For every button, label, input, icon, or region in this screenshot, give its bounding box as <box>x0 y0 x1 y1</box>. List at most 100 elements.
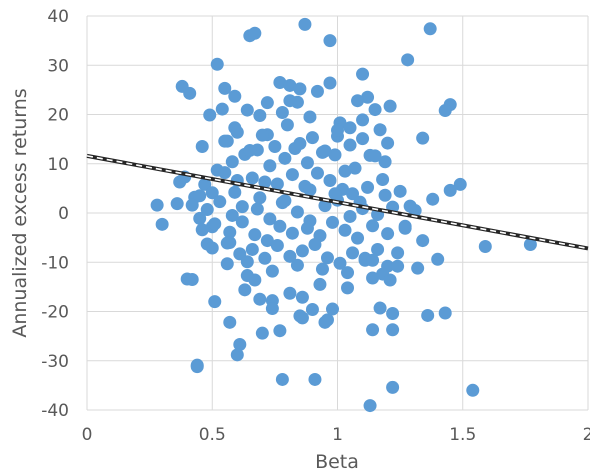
data-point <box>378 155 392 169</box>
data-point <box>341 266 355 280</box>
data-point <box>150 198 164 212</box>
data-point <box>453 177 467 191</box>
data-point <box>245 242 259 256</box>
data-point <box>263 159 277 173</box>
data-point <box>323 173 337 187</box>
data-point <box>298 17 312 31</box>
y-tick-label: 0 <box>58 204 69 224</box>
data-point <box>265 302 279 316</box>
data-point <box>381 227 395 241</box>
data-point <box>300 156 314 170</box>
data-point <box>381 136 395 150</box>
data-point <box>411 261 425 275</box>
data-point <box>308 372 322 386</box>
data-point <box>233 337 247 351</box>
data-point <box>315 262 329 276</box>
data-point <box>203 108 217 122</box>
y-tick-label: 40 <box>47 7 69 27</box>
data-point <box>356 113 370 127</box>
data-point <box>386 323 400 337</box>
data-point <box>258 175 272 189</box>
data-point <box>205 241 219 255</box>
data-point <box>248 228 262 242</box>
data-point <box>393 184 407 198</box>
data-point <box>323 76 337 90</box>
data-point <box>283 78 297 92</box>
data-point <box>260 96 274 110</box>
data-point <box>325 215 339 229</box>
data-point <box>478 239 492 253</box>
data-point <box>338 164 352 178</box>
data-point <box>285 168 299 182</box>
data-point <box>366 253 380 267</box>
data-point <box>351 231 365 245</box>
data-point <box>193 189 207 203</box>
data-point <box>185 272 199 286</box>
data-point <box>290 258 304 272</box>
data-point <box>253 108 267 122</box>
data-point <box>373 301 387 315</box>
data-point <box>386 306 400 320</box>
data-point <box>373 123 387 137</box>
data-point <box>293 137 307 151</box>
data-point <box>170 197 184 211</box>
data-point <box>200 203 214 217</box>
data-point <box>195 140 209 154</box>
data-point <box>318 144 332 158</box>
data-point <box>205 186 219 200</box>
data-point <box>220 236 234 250</box>
data-point <box>260 234 274 248</box>
data-point <box>363 399 377 413</box>
data-point <box>235 200 249 214</box>
data-point <box>228 89 242 103</box>
data-point <box>371 242 385 256</box>
data-point <box>310 84 324 98</box>
y-tick-label: -30 <box>41 352 69 372</box>
data-points <box>150 17 537 413</box>
data-point <box>283 249 297 263</box>
data-point <box>210 57 224 71</box>
y-tick-label: -20 <box>41 303 69 323</box>
data-point <box>398 221 412 235</box>
data-point <box>295 244 309 258</box>
data-point <box>391 246 405 260</box>
data-point <box>275 106 289 120</box>
data-point <box>366 219 380 233</box>
data-point <box>253 191 267 205</box>
data-point <box>190 360 204 374</box>
data-point <box>255 326 269 340</box>
data-point <box>366 271 380 285</box>
data-point <box>333 256 347 270</box>
data-point <box>366 323 380 337</box>
data-point <box>356 67 370 81</box>
data-point <box>401 53 415 67</box>
data-point <box>185 198 199 212</box>
data-point <box>391 259 405 273</box>
x-tick-label: 0.5 <box>199 425 226 445</box>
data-point <box>416 234 430 248</box>
x-tick-label: 1 <box>332 425 343 445</box>
data-point <box>250 202 264 216</box>
data-point <box>443 183 457 197</box>
data-point <box>386 380 400 394</box>
data-point <box>285 226 299 240</box>
data-point <box>378 188 392 202</box>
gridlines <box>86 15 589 411</box>
data-point <box>348 161 362 175</box>
data-point <box>328 187 342 201</box>
trendline-dash <box>86 155 589 250</box>
data-point <box>208 295 222 309</box>
data-point <box>240 269 254 283</box>
data-point <box>193 211 207 225</box>
data-point <box>273 219 287 233</box>
y-axis-title: Annualized excess returns <box>9 88 31 337</box>
data-point <box>270 239 284 253</box>
data-point <box>308 238 322 252</box>
data-point <box>278 151 292 165</box>
x-axis-title: Beta <box>315 451 359 473</box>
data-point <box>263 212 277 226</box>
x-tick-label: 0 <box>82 425 93 445</box>
data-point <box>351 94 365 108</box>
data-point <box>300 221 314 235</box>
data-point <box>225 208 239 222</box>
